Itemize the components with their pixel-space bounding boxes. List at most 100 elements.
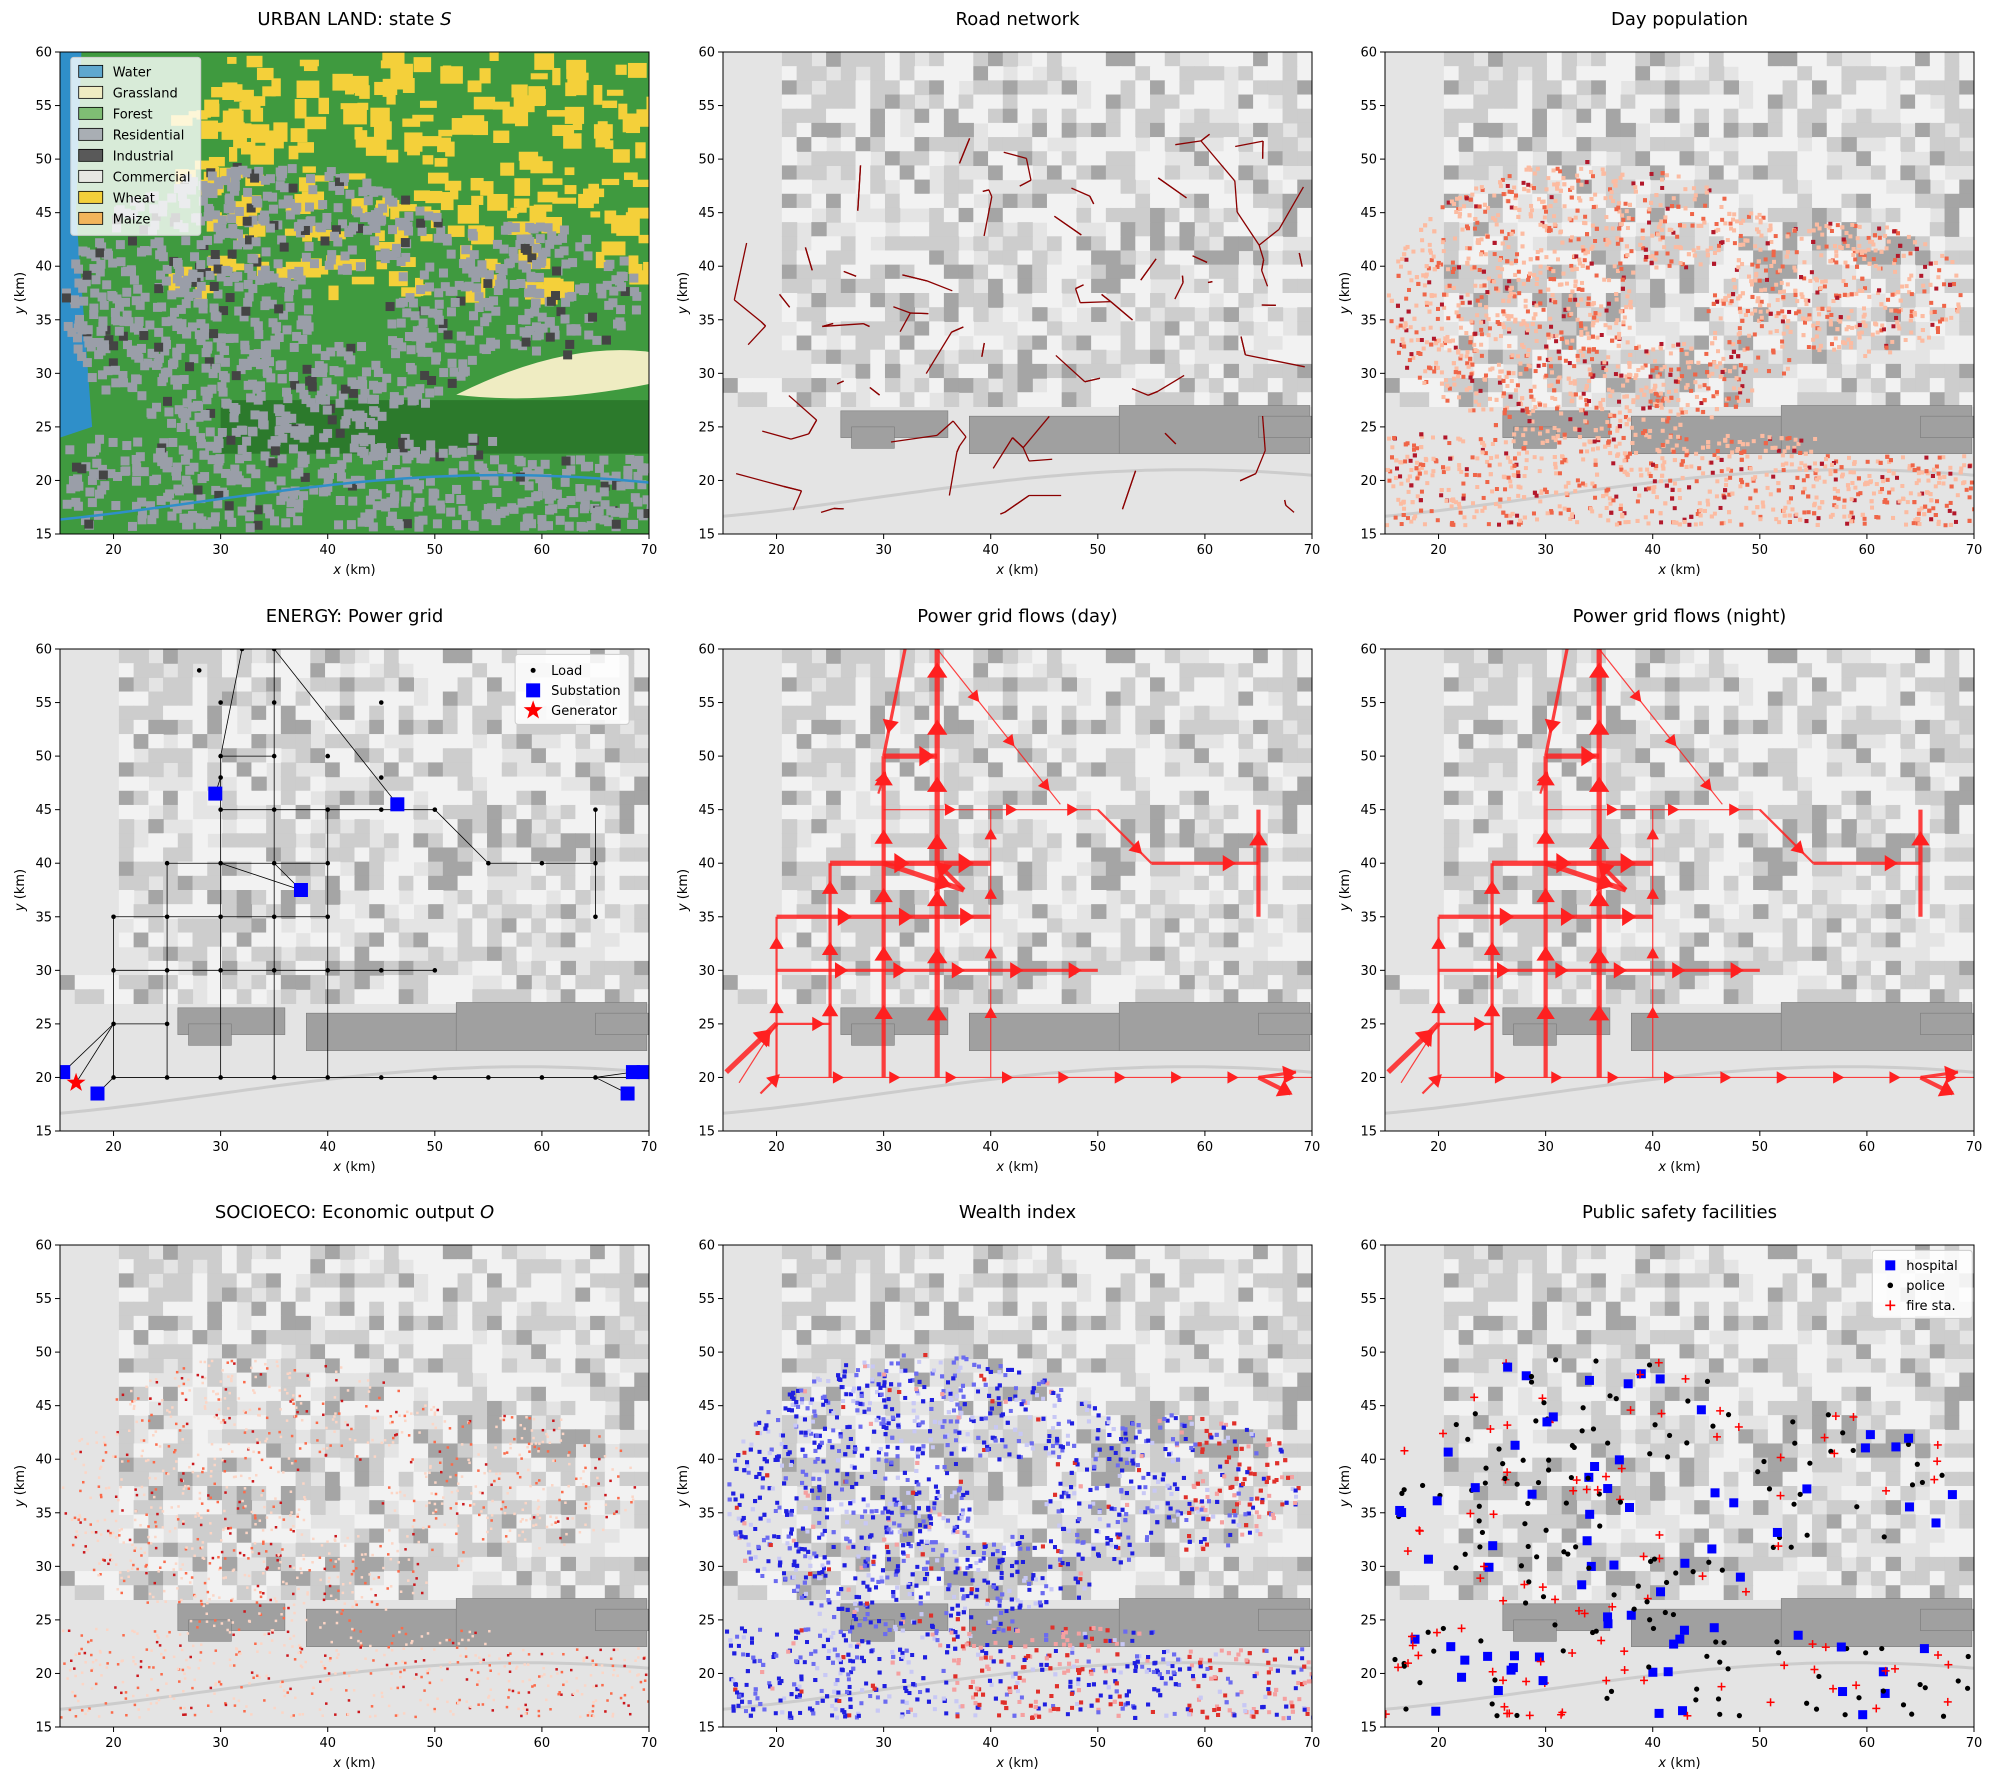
road-segment: [869, 386, 880, 396]
flow-arrowhead: [926, 719, 948, 735]
legend-swatch: [78, 127, 104, 141]
wheat-field: [628, 255, 639, 274]
x-tick-label: 70: [641, 1140, 658, 1155]
panel-title: Road network: [956, 9, 1081, 30]
legend-label: Generator: [551, 704, 618, 719]
hospital-marker: [1919, 1644, 1929, 1654]
hospital-marker: [1860, 1443, 1870, 1453]
road-segment: [1261, 270, 1269, 287]
wheat-field: [288, 145, 299, 160]
x-tick-label: 30: [1537, 1140, 1554, 1155]
flow-arrowhead: [926, 1005, 948, 1021]
y-tick-label: 45: [1360, 803, 1377, 818]
load-node: [111, 1075, 116, 1080]
road-segment: [925, 331, 953, 374]
y-tick-label: 20: [1360, 474, 1377, 489]
legend-label: Industrial: [113, 149, 174, 164]
plot-area: [60, 52, 649, 534]
police-marker: [1492, 1677, 1498, 1683]
x-tick-label: 70: [1966, 1736, 1983, 1751]
panel-econ: 20 30 40 50 60 70 15 20 25 30 35 40 45 50 55 60 x (km) y …: [13, 1202, 657, 1771]
wheat-field: [273, 122, 288, 142]
ridge: [1920, 1012, 1974, 1035]
police-marker: [1909, 1711, 1915, 1717]
x-tick-label: 30: [212, 543, 229, 558]
y-tick-label: 15: [698, 528, 715, 543]
x-tick-label: 70: [641, 543, 658, 558]
flow-arrowhead: [1699, 778, 1712, 791]
road-segment: [1181, 275, 1184, 283]
x-tick-label: 60: [534, 1140, 551, 1155]
y-axis-label: y (km): [1338, 272, 1353, 315]
flow-arrowhead: [1067, 803, 1079, 816]
flow-arrowhead: [758, 1034, 771, 1047]
legend-label: Commercial: [113, 170, 191, 185]
police-marker: [1670, 1611, 1677, 1618]
wheat-field: [340, 103, 365, 110]
road-segment: [959, 436, 967, 447]
hospital-marker: [1483, 1651, 1493, 1661]
y-tick-label: 35: [698, 313, 715, 328]
panel-title: Public safety facilities: [1582, 1202, 1777, 1223]
y-tick-label: 20: [1360, 1667, 1377, 1682]
police-marker: [1569, 1442, 1575, 1449]
load-node: [164, 1075, 170, 1080]
legend-label: Wheat: [113, 191, 155, 206]
wheat-field: [204, 99, 220, 117]
police-marker: [1863, 1650, 1869, 1656]
road-segment: [1110, 301, 1133, 321]
flow-arrows: [1386, 649, 1974, 1097]
x-axis-label: x (km): [332, 1160, 375, 1175]
y-tick-label: 20: [698, 1667, 715, 1682]
hospital-marker: [1395, 1505, 1405, 1515]
police-marker: [1725, 1412, 1732, 1418]
police-marker: [1736, 1713, 1742, 1719]
hospital-marker: [1636, 1369, 1646, 1379]
wheat-field: [506, 210, 518, 219]
substation-node: [636, 1065, 649, 1080]
load-node: [325, 914, 331, 920]
flow-arrowhead: [898, 907, 914, 926]
hospital-marker: [1590, 1462, 1600, 1472]
wheat-field: [373, 121, 392, 140]
population-density: [1385, 160, 1974, 528]
police-marker: [1922, 1685, 1928, 1691]
police-marker: [1560, 1648, 1566, 1654]
police-marker: [1568, 1474, 1574, 1481]
hospital-marker: [1577, 1580, 1587, 1590]
road-segment: [1055, 354, 1086, 383]
police-marker: [1526, 1579, 1532, 1585]
x-tick-label: 40: [982, 1736, 999, 1751]
y-tick-label: 20: [698, 474, 715, 489]
legend-box: [70, 56, 202, 236]
road-segment: [1255, 450, 1266, 474]
y-tick-label: 25: [698, 1017, 715, 1032]
residential-area: [61, 162, 649, 533]
axes-frame: [59, 1244, 650, 1728]
police-marker: [1905, 1441, 1912, 1448]
police-marker: [1652, 1422, 1658, 1428]
flow-arrowhead: [821, 880, 839, 894]
y-tick-label: 55: [698, 1292, 715, 1307]
plot-area: [1385, 52, 1974, 534]
y-tick-label: 20: [35, 1667, 52, 1682]
y-tick-label: 40: [1360, 260, 1377, 275]
police-marker: [1496, 1446, 1502, 1452]
y-tick-label: 50: [698, 1346, 715, 1361]
road-segment: [762, 430, 792, 440]
flow-arrowhead: [766, 1074, 780, 1088]
x-tick-label: 30: [875, 1736, 892, 1751]
police-marker: [1617, 1499, 1624, 1505]
flow-arrowhead: [1068, 962, 1082, 979]
hospital-marker: [1858, 1710, 1868, 1720]
ridge: [1258, 415, 1312, 438]
wheat-field: [400, 257, 416, 268]
police-marker: [1525, 1500, 1531, 1506]
flow-arrowhead: [1483, 880, 1501, 894]
police-marker: [1525, 1543, 1531, 1550]
wheat-field: [638, 234, 649, 244]
load-node: [486, 860, 491, 866]
load-node: [218, 807, 223, 812]
flow-arrowhead: [1483, 941, 1501, 956]
wheat-field: [590, 211, 601, 218]
